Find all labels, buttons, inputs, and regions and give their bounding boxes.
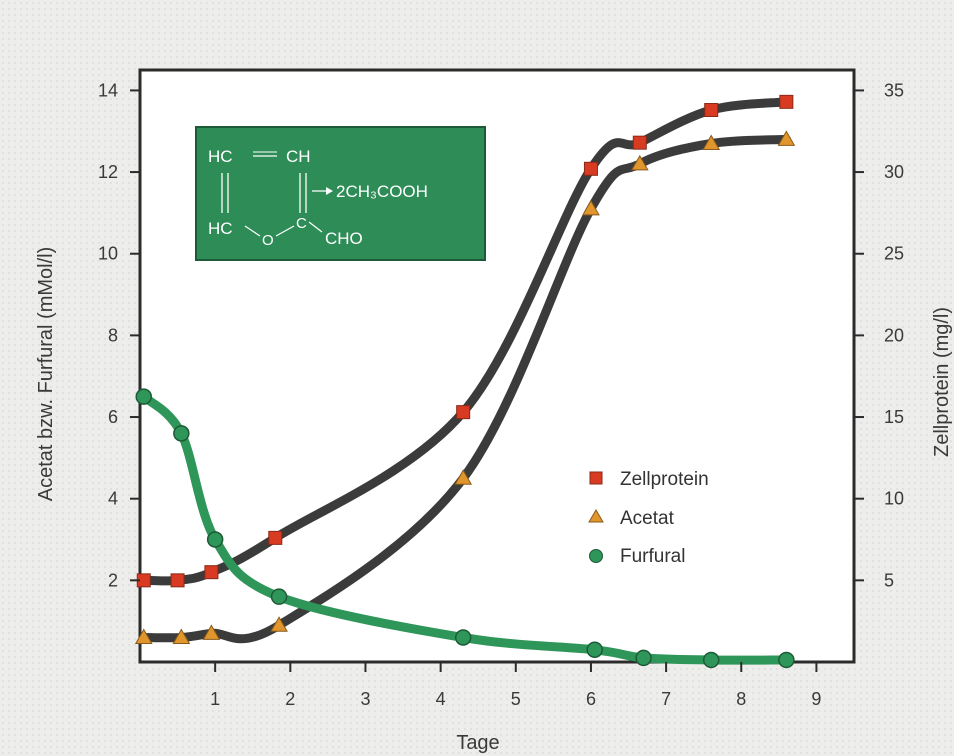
data-point-acetat: [777, 130, 796, 146]
data-point-zellprotein: [779, 94, 794, 109]
data-point-zellprotein: [268, 530, 283, 545]
series-curves: [139, 97, 791, 665]
x-tick-label: 4: [436, 689, 446, 709]
data-point-zellprotein: [583, 161, 598, 176]
legend-acetat-marker: [588, 509, 604, 523]
y-axis-right-title: Zellprotein (mg/l): [931, 307, 953, 457]
data-point-zellprotein: [632, 135, 647, 150]
formula-top-right: CH: [286, 147, 311, 166]
data-point-acetat: [582, 199, 600, 216]
data-point-zellprotein: [170, 573, 185, 588]
data-point-acetat: [702, 134, 721, 150]
legend-zellprotein-marker: [589, 471, 603, 485]
formula-bond-cho: [308, 221, 323, 233]
series-markers: [134, 94, 796, 669]
y-left-tick-label: 2: [108, 570, 118, 590]
series-line-acetat: [139, 134, 791, 644]
y-left-tick-label: 6: [108, 407, 118, 427]
legend-zellprotein-label: Zellprotein: [620, 469, 709, 490]
formula-bond-o-right: [275, 225, 295, 237]
data-point-acetat: [202, 624, 221, 640]
data-point-acetat: [270, 616, 288, 632]
x-tick-label: 7: [661, 689, 671, 709]
x-tick-label: 3: [360, 689, 370, 709]
x-tick-label: 9: [811, 689, 821, 709]
x-tick-label: 5: [511, 689, 521, 709]
data-point-acetat: [454, 469, 473, 485]
y-left-tick-label: 4: [108, 489, 118, 509]
data-point-furfural: [454, 629, 472, 646]
data-point-zellprotein: [704, 103, 719, 118]
y-right-tick-label: 35: [884, 80, 904, 100]
series-line-zellprotein: [139, 97, 791, 586]
x-tick-label: 2: [285, 689, 295, 709]
data-point-furfural: [635, 649, 652, 667]
x-tick-label: 6: [586, 689, 596, 709]
legend-furfural-marker: [589, 549, 603, 563]
series-line-furfural: [139, 392, 791, 665]
y-right-tick-label: 25: [884, 244, 904, 264]
formula-box: HC CH 2CH₃COOH HC O C CHO: [195, 126, 486, 261]
data-point-zellprotein: [204, 565, 219, 580]
data-point-furfural: [173, 425, 190, 442]
data-point-furfural: [270, 588, 288, 605]
formula-ring-oxygen: O: [262, 232, 274, 249]
data-point-furfural: [135, 388, 153, 405]
y-right-tick-label: 5: [884, 570, 894, 590]
x-tick-label: 8: [736, 689, 746, 709]
y-right-tick-label: 15: [884, 407, 904, 427]
y-axis-left-title: Acetat bzw. Furfural (mMol/l): [35, 247, 57, 502]
formula-ring-carbon: C: [296, 215, 307, 232]
formula-substituent: CHO: [325, 229, 363, 248]
y-left-tick-label: 14: [98, 80, 118, 100]
legend-furfural-label: Furfural: [620, 546, 685, 567]
formula-bond-o-left: [244, 225, 261, 237]
data-point-acetat: [134, 628, 153, 645]
y-left-tick-label: 8: [108, 325, 118, 345]
y-left-tick-label: 12: [98, 162, 118, 182]
legend: Zellprotein Acetat Furfural: [588, 469, 709, 567]
data-point-acetat: [630, 154, 649, 171]
legend-acetat-label: Acetat: [620, 508, 675, 529]
data-point-acetat: [172, 628, 191, 645]
y-left-tick-label: 10: [98, 244, 118, 264]
y-right-tick-label: 30: [884, 162, 904, 182]
x-axis-title: Tage: [456, 732, 499, 754]
formula-top-left: HC: [208, 147, 233, 166]
formula-background: [195, 126, 486, 261]
formula-arrow-head: [326, 187, 333, 195]
formula-product: 2CH₃COOH: [336, 182, 428, 201]
data-point-furfural: [206, 531, 224, 548]
data-point-furfural: [702, 651, 720, 669]
data-point-furfural: [778, 651, 795, 669]
y-right-tick-label: 20: [884, 325, 904, 345]
data-point-zellprotein: [456, 405, 471, 420]
y-right-tick-label: 10: [884, 489, 904, 509]
x-tick-label: 1: [210, 689, 220, 709]
formula-bottom-left: HC: [208, 219, 233, 238]
data-point-furfural: [586, 641, 603, 659]
